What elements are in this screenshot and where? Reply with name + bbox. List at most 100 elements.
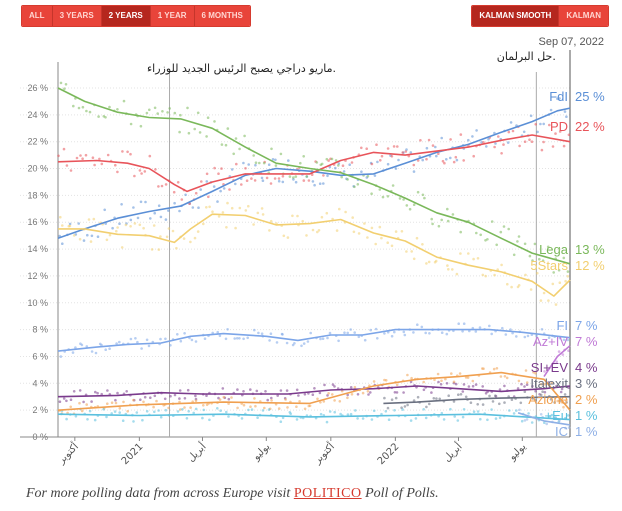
poll-dot bbox=[157, 204, 161, 207]
y-tick-label: 26 % bbox=[27, 83, 48, 93]
poll-dot bbox=[142, 226, 145, 230]
series-name-label: IC bbox=[555, 424, 568, 439]
poll-dot bbox=[462, 408, 466, 411]
kalman-smooth-button[interactable]: KALMAN SMOOTH bbox=[472, 6, 559, 26]
poll-dot bbox=[176, 333, 179, 336]
poll-dot bbox=[405, 250, 408, 253]
poll-dot bbox=[554, 132, 557, 135]
poll-dot bbox=[331, 383, 335, 386]
poll-dot bbox=[461, 415, 465, 419]
range-1-year-button[interactable]: 1 YEAR bbox=[149, 6, 194, 26]
poll-dot bbox=[481, 403, 485, 406]
poll-dot bbox=[456, 419, 460, 422]
poll-dot bbox=[144, 200, 147, 204]
range-3-years-button[interactable]: 3 YEARS bbox=[51, 6, 101, 26]
poll-dot bbox=[325, 157, 329, 161]
poll-dot bbox=[169, 394, 172, 398]
poll-dot bbox=[233, 337, 236, 340]
series-line-az-iv bbox=[543, 345, 571, 378]
poll-dot bbox=[401, 408, 405, 411]
poll-dot bbox=[173, 111, 177, 115]
poll-dot bbox=[409, 151, 413, 154]
poll-dot bbox=[238, 147, 241, 151]
poll-dot bbox=[442, 418, 446, 421]
poll-dot bbox=[498, 416, 502, 420]
poll-dot bbox=[253, 328, 256, 332]
poll-dot bbox=[149, 396, 152, 400]
poll-dot bbox=[238, 206, 242, 210]
poll-dot bbox=[96, 391, 99, 395]
poll-dot bbox=[467, 385, 471, 388]
poll-dot bbox=[370, 192, 373, 195]
poll-dot bbox=[493, 273, 496, 277]
poll-dot bbox=[428, 332, 431, 335]
poll-dot bbox=[540, 382, 543, 386]
poll-dot bbox=[129, 225, 132, 228]
poll-dot bbox=[438, 397, 442, 401]
series-value-label: 25 % bbox=[575, 89, 605, 104]
range-2-years-button[interactable]: 2 YEARS bbox=[100, 6, 150, 26]
x-tick-label: 2022 bbox=[376, 441, 402, 467]
poll-dot bbox=[327, 159, 330, 162]
poll-dot bbox=[402, 330, 406, 334]
poll-dot bbox=[116, 108, 119, 111]
range-6-months-button[interactable]: 6 MONTHS bbox=[193, 6, 250, 26]
gridlines: 0 %2 %4 %6 %8 %10 %12 %14 %16 %18 %20 %2… bbox=[20, 83, 570, 442]
poll-dot bbox=[401, 151, 405, 154]
poll-dot bbox=[553, 401, 556, 404]
poll-dot bbox=[499, 375, 503, 378]
poll-dot bbox=[412, 331, 415, 334]
poll-dot bbox=[213, 120, 216, 123]
poll-dot bbox=[139, 200, 143, 204]
range-all-button[interactable]: ALL bbox=[22, 6, 52, 26]
poll-dot bbox=[69, 169, 73, 172]
poll-dot bbox=[159, 415, 163, 419]
poll-dot bbox=[160, 184, 164, 188]
poll-dot bbox=[205, 135, 208, 138]
poll-dot bbox=[133, 174, 136, 178]
politico-link[interactable]: POLITICO bbox=[293, 486, 362, 501]
poll-dot bbox=[82, 239, 86, 242]
poll-dot bbox=[558, 419, 561, 422]
poll-dot bbox=[380, 236, 383, 240]
series-name-label: +Eu bbox=[545, 408, 569, 423]
kalman-button[interactable]: KALMAN bbox=[558, 6, 608, 26]
poll-dot bbox=[374, 327, 378, 331]
poll-dot bbox=[331, 393, 334, 396]
poll-dot bbox=[396, 145, 399, 148]
poll-dot bbox=[435, 154, 438, 158]
poll-dot bbox=[90, 234, 94, 238]
poll-dot bbox=[480, 141, 483, 144]
poll-dot bbox=[311, 393, 315, 397]
poll-dot bbox=[386, 195, 390, 198]
poll-dot bbox=[472, 410, 476, 414]
poll-dot bbox=[189, 240, 192, 244]
poll-dot bbox=[378, 225, 382, 229]
poll-dot bbox=[274, 158, 277, 162]
poll-dot bbox=[427, 260, 431, 264]
poll-dot bbox=[409, 380, 413, 384]
poll-dot bbox=[277, 407, 281, 410]
date-range-toggle: ALL 3 YEARS 2 YEARS 1 YEAR 6 MONTHS bbox=[21, 5, 251, 27]
poll-dot bbox=[169, 344, 172, 347]
poll-dot bbox=[183, 406, 186, 409]
poll-dot bbox=[425, 146, 429, 150]
poll-dot bbox=[299, 161, 302, 165]
poll-dot bbox=[136, 340, 139, 344]
poll-dot bbox=[451, 268, 454, 271]
x-tick-label: أبريل bbox=[440, 440, 465, 465]
poll-dot bbox=[201, 416, 204, 420]
poll-dot bbox=[526, 334, 530, 338]
poll-dot bbox=[319, 401, 322, 404]
poll-dot bbox=[183, 397, 187, 400]
poll-dot bbox=[412, 203, 416, 206]
poll-dot bbox=[363, 222, 366, 225]
poll-dot bbox=[185, 417, 189, 420]
poll-dot bbox=[266, 398, 270, 402]
poll-dot bbox=[187, 131, 191, 135]
poll-dot bbox=[406, 373, 409, 377]
poll-dot bbox=[97, 115, 100, 118]
poll-dot bbox=[330, 157, 334, 161]
poll-dot bbox=[486, 238, 489, 241]
poll-dot bbox=[105, 415, 108, 419]
